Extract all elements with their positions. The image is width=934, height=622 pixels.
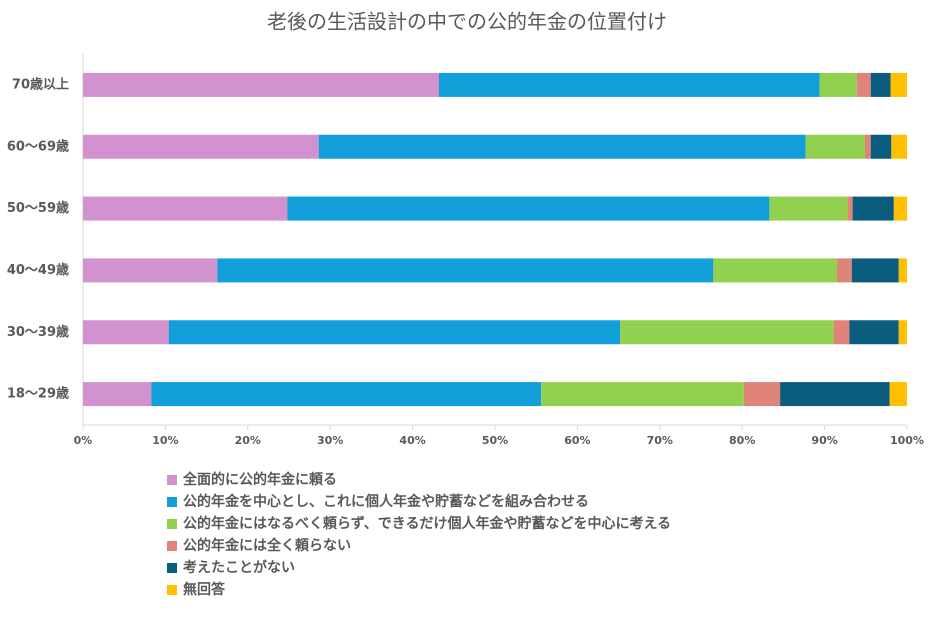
bar-segment (318, 134, 806, 159)
bar-segment (870, 134, 892, 159)
bar-segment (870, 72, 891, 97)
bar-segment (83, 320, 169, 345)
bar-segment (851, 258, 899, 283)
legend-swatch (167, 541, 177, 551)
bar-segment (890, 72, 907, 97)
category-label: 30～39歳 (7, 324, 69, 340)
category-label: 60～69歳 (7, 138, 69, 154)
bar-segment (891, 134, 907, 159)
bar-segment (898, 258, 907, 283)
bar-segment (852, 196, 894, 221)
bar-segment (168, 320, 621, 345)
bar-segment (217, 258, 714, 283)
bar-segment (713, 258, 837, 283)
x-tick-label: 50% (482, 434, 508, 447)
bar-segment (847, 196, 853, 221)
bar-segment (836, 258, 852, 283)
bar-segment (769, 196, 848, 221)
bar-segment (83, 382, 152, 407)
bar-segment (805, 134, 865, 159)
bar-segment (541, 382, 744, 407)
category-label: 40～49歳 (7, 262, 69, 278)
bar-segment (856, 72, 871, 97)
x-tick-label: 20% (235, 434, 261, 447)
legend-label: 無回答 (183, 581, 226, 598)
bar-segment (780, 382, 890, 407)
category-label: 70歳以上 (12, 76, 69, 92)
bar-segment (864, 134, 871, 159)
x-tick-label: 80% (729, 434, 755, 447)
legend-swatch (167, 563, 177, 573)
x-tick-label: 100% (890, 434, 924, 447)
bar-segment (833, 320, 850, 345)
legend-label: 全面的に公的年金に頼る (182, 471, 337, 488)
bar-segment (83, 258, 218, 283)
bar-segment (743, 382, 781, 407)
legend-label: 公的年金を中心とし、これに個人年金や貯蓄などを組み合わせる (183, 493, 589, 510)
bar-segment (83, 72, 439, 97)
legend-swatch (167, 497, 177, 507)
legend-label: 公的年金には全く頼らない (183, 537, 351, 554)
bar-segment (620, 320, 834, 345)
chart-title: 老後の生活設計の中での公的年金の位置付け (267, 10, 667, 34)
x-tick-label: 70% (647, 434, 673, 447)
bar-segment (151, 382, 542, 407)
x-tick-label: 0% (74, 434, 93, 447)
bar-segment (83, 196, 288, 221)
x-tick-label: 10% (152, 434, 178, 447)
bar-segment (889, 382, 907, 407)
x-tick-label: 90% (811, 434, 837, 447)
legend-label: 公的年金にはなるべく頼らず、できるだけ個人年金や貯蓄などを中心に考える (183, 515, 671, 532)
legend-label: 考えたことがない (183, 559, 295, 576)
bar-segment (287, 196, 770, 221)
bar-segment (898, 320, 907, 345)
category-label: 18～29歳 (7, 386, 69, 402)
x-tick-label: 30% (317, 434, 343, 447)
bar-segment (438, 72, 820, 97)
bar-segment (83, 134, 319, 159)
bar-segment (893, 196, 907, 221)
legend-swatch (167, 475, 177, 485)
x-tick-label: 60% (564, 434, 590, 447)
legend-swatch (167, 519, 177, 529)
bar-segment (849, 320, 899, 345)
x-tick-label: 40% (399, 434, 425, 447)
legend-swatch (167, 585, 177, 595)
bar-segment (819, 72, 857, 97)
category-label: 50～59歳 (7, 200, 69, 216)
